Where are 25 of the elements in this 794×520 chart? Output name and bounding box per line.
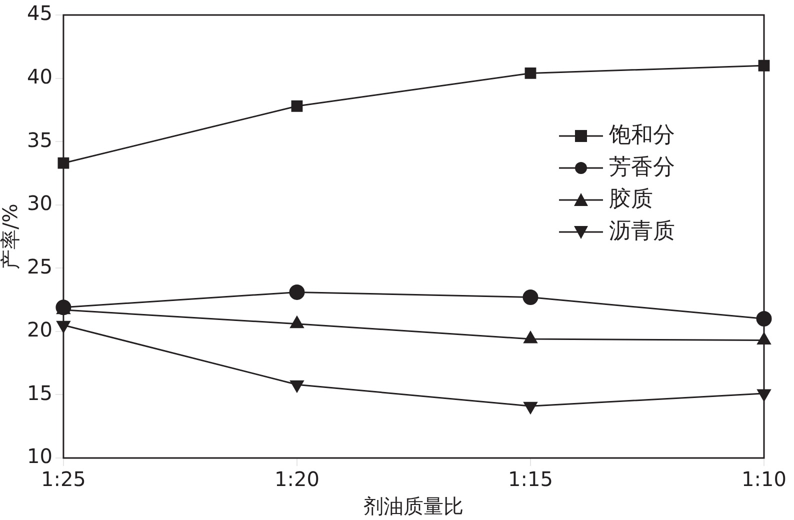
x-tick-label: 1:20 — [274, 467, 320, 492]
x-tick-label: 1:10 — [742, 467, 786, 492]
legend-label: 芳香分 — [609, 154, 675, 182]
point — [290, 380, 304, 392]
x-tick-label: 1:15 — [508, 467, 553, 492]
point — [524, 68, 536, 79]
x-tick-label: 1:25 — [40, 467, 86, 492]
point — [58, 157, 70, 169]
y-tick-label: 20 — [26, 318, 52, 342]
point — [522, 290, 538, 306]
y-axis-title: 产率/% — [0, 204, 22, 270]
y-tick-label: 40 — [26, 64, 52, 88]
legend-label: 饱和分 — [609, 122, 675, 150]
x-axis-title: 剂油质量比 — [364, 494, 464, 518]
y-tick-label: 15 — [26, 380, 52, 405]
point — [289, 284, 305, 300]
y-tick-label: 45 — [26, 1, 52, 26]
point — [291, 100, 303, 112]
y-tick-label: 35 — [26, 128, 52, 152]
y-tick-label: 10 — [26, 444, 52, 468]
legend-label: 胶质 — [609, 186, 653, 214]
y-tick-label: 25 — [26, 254, 52, 278]
y-tick-label: 30 — [26, 191, 52, 216]
point — [524, 402, 538, 414]
legend-label: 沥青质 — [609, 218, 675, 246]
